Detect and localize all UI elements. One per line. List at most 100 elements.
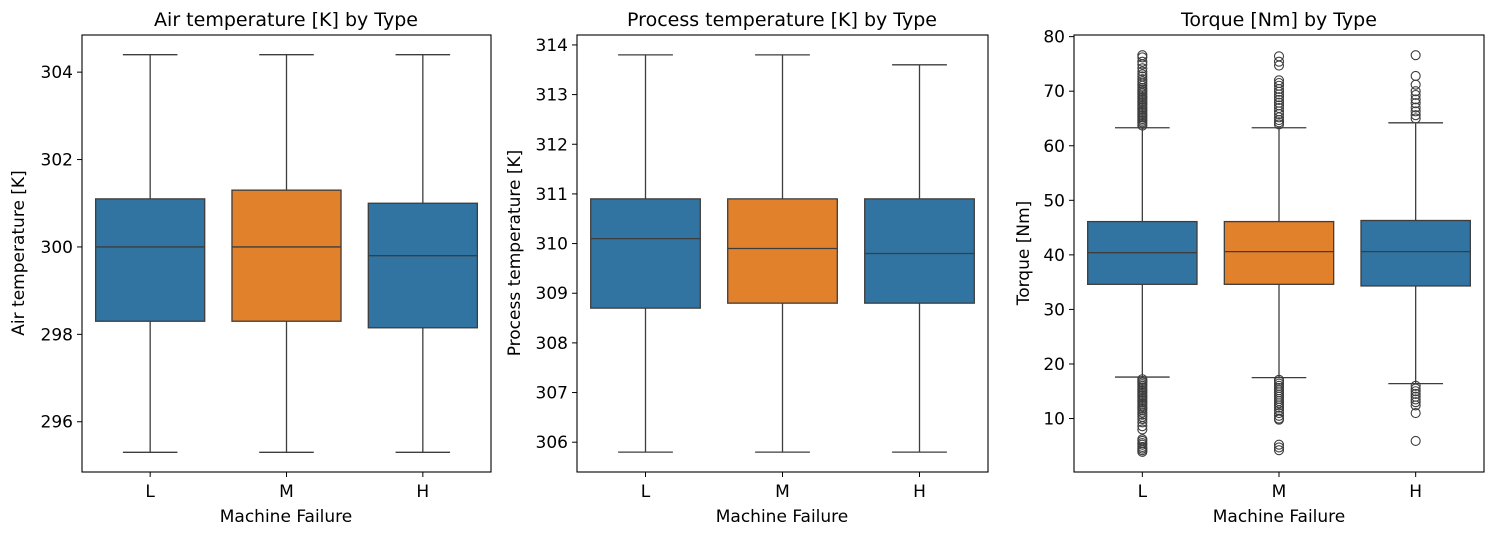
outlier-point: [1137, 66, 1148, 77]
x-tick-label: L: [641, 482, 651, 502]
outlier-point: [1137, 120, 1148, 131]
outlier-point: [1137, 414, 1148, 425]
box-group-H: [864, 64, 975, 453]
outlier-point: [1410, 102, 1421, 113]
outlier-point: [1273, 112, 1285, 123]
box-iqr: [94, 198, 206, 322]
outlier-point: [1410, 79, 1421, 90]
outlier-point: [1273, 414, 1285, 425]
outlier-point: [1410, 86, 1421, 97]
y-tick-label: 310: [536, 235, 568, 255]
plot-area: 306 307 308 309 310 311 312 313 314 L M H: [536, 34, 989, 502]
outlier-point: [1410, 50, 1421, 61]
box-iqr: [1360, 219, 1471, 287]
outlier-point: [1137, 421, 1148, 432]
box-group-H: [367, 54, 479, 453]
y-tick-label: 314: [536, 36, 568, 56]
outlier-point: [1410, 113, 1421, 124]
outlier-point: [1273, 439, 1285, 450]
box-group-M: [727, 54, 838, 453]
y-axis-label: Torque [Nm]: [1014, 201, 1034, 307]
y-tick-label: 302: [41, 151, 73, 171]
y-tick-label: 309: [536, 284, 568, 304]
y-axis-label: Air temperature [K]: [9, 170, 29, 335]
box-iqr: [727, 198, 838, 304]
outlier-point: [1273, 109, 1285, 120]
plot-frame: [576, 34, 989, 473]
panel-process-temperature: Process temperature [K] by Type 306 307 30…: [505, 9, 989, 527]
x-tick-label: L: [145, 482, 155, 502]
box-group-H: [1360, 50, 1471, 446]
outlier-point: [1273, 56, 1285, 67]
x-axis-label: Machine Failure: [716, 507, 849, 527]
chart-title: Air temperature [K] by Type: [154, 9, 418, 31]
outlier-point: [1273, 51, 1285, 62]
plot-area: 10 20 30 40 50 60 70 80 L M H: [1043, 28, 1485, 502]
x-axis-label: Machine Failure: [220, 507, 353, 527]
outlier-point: [1273, 92, 1285, 103]
chart-title: Process temperature [K] by Type: [627, 9, 937, 31]
y-tick-label: 296: [41, 413, 73, 433]
outlier-point: [1273, 410, 1285, 421]
plot-frame: [1073, 34, 1485, 473]
outlier-point: [1410, 383, 1421, 394]
y-tick-label: 10: [1043, 410, 1065, 430]
y-tick-label: 308: [536, 334, 568, 354]
box-group-L: [1087, 50, 1198, 457]
y-tick-label: 312: [536, 135, 568, 155]
outlier-point: [1273, 442, 1285, 453]
outlier-point: [1410, 98, 1421, 109]
y-tick-label: 30: [1043, 300, 1065, 320]
outlier-point: [1137, 417, 1148, 428]
outlier-point: [1273, 83, 1285, 95]
y-tick-label: 306: [536, 433, 568, 453]
outlier-point: [1137, 424, 1148, 435]
box-iqr: [231, 189, 342, 322]
outlier-point: [1410, 388, 1421, 400]
outlier-point: [1410, 110, 1421, 121]
y-tick-label: 40: [1043, 246, 1065, 266]
box-group-L: [94, 54, 206, 453]
box-group-L: [590, 54, 701, 453]
y-tick-label: 20: [1043, 355, 1065, 375]
outlier-point: [1410, 380, 1421, 391]
x-tick-label: M: [1272, 482, 1287, 502]
y-axis-label: Process temperature [K]: [505, 150, 525, 357]
x-tick-label: H: [1409, 482, 1422, 502]
outlier-point: [1273, 408, 1285, 419]
outlier-point: [1137, 52, 1148, 63]
outlier-point: [1273, 445, 1285, 456]
outlier-point: [1137, 56, 1148, 67]
y-tick-label: 304: [41, 63, 73, 83]
y-tick-label: 311: [536, 185, 568, 205]
y-tick-label: 60: [1043, 137, 1065, 157]
box-group-M: [1223, 51, 1335, 456]
outlier-point: [1137, 59, 1148, 70]
box-iqr: [864, 198, 975, 304]
outlier-point: [1410, 435, 1421, 446]
box-iqr: [590, 198, 701, 309]
plot-area: 296 298 300 302 304 L M H: [41, 34, 492, 502]
outlier-point: [1410, 106, 1421, 117]
outlier-point: [1410, 89, 1421, 101]
outlier-point: [1273, 89, 1285, 100]
chart-title: Torque [Nm] by Type: [1180, 9, 1377, 31]
x-tick-label: H: [913, 482, 926, 502]
outlier-point: [1410, 408, 1421, 419]
outlier-point: [1273, 86, 1285, 97]
outlier-point: [1410, 394, 1421, 405]
box-iqr: [367, 202, 479, 329]
outlier-point: [1410, 397, 1421, 408]
x-tick-label: L: [1138, 482, 1148, 502]
y-tick-label: 307: [536, 384, 568, 404]
outlier-point: [1273, 402, 1285, 413]
y-tick-label: 80: [1043, 28, 1065, 48]
outlier-point: [1137, 63, 1148, 74]
y-tick-label: 300: [41, 238, 73, 258]
outlier-point: [1410, 70, 1421, 81]
outlier-point: [1137, 446, 1148, 457]
outlier-point: [1410, 94, 1421, 105]
box-iqr: [1223, 220, 1335, 285]
